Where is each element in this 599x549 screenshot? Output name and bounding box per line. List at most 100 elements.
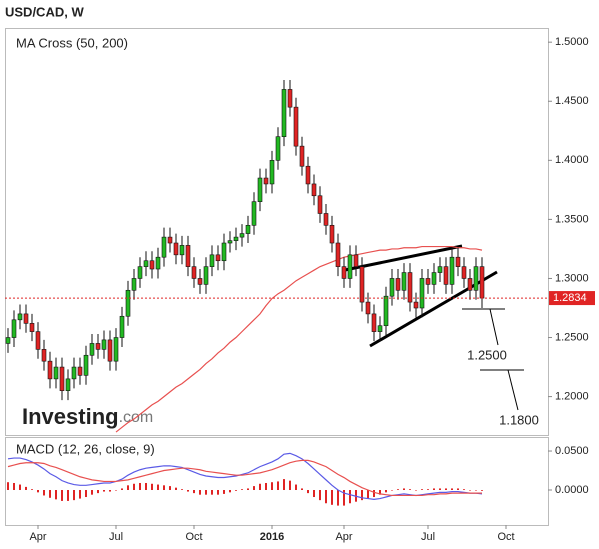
candle-body bbox=[131, 278, 137, 291]
plot bbox=[5, 79, 485, 433]
candle-body bbox=[215, 254, 221, 262]
candle-body bbox=[47, 360, 53, 380]
chart-title: USD/CAD, W bbox=[5, 4, 84, 19]
histogram-bar bbox=[175, 487, 177, 491]
last-price-box bbox=[549, 291, 595, 306]
histogram-bar bbox=[277, 481, 279, 491]
y-tick-label: 0.0500 bbox=[555, 445, 589, 457]
histogram-bar bbox=[439, 488, 441, 491]
histogram-bar bbox=[379, 490, 381, 495]
histogram-bar bbox=[37, 490, 39, 493]
histogram-bar bbox=[157, 484, 159, 491]
histogram-bar bbox=[121, 488, 123, 491]
candle-body bbox=[437, 266, 443, 273]
panel-title: MACD (12, 26, close, 9) bbox=[16, 441, 155, 456]
histogram-bar bbox=[67, 490, 69, 501]
histogram-bar bbox=[403, 488, 405, 491]
ma-line bbox=[115, 245, 483, 433]
histogram-bar bbox=[43, 490, 45, 496]
x-tick-label: Oct bbox=[185, 531, 202, 543]
candle-body bbox=[425, 278, 431, 285]
histogram-bar bbox=[19, 484, 21, 491]
histogram-bar bbox=[415, 490, 417, 491]
histogram-bar bbox=[313, 490, 315, 498]
series-line bbox=[7, 452, 483, 500]
histogram-bar bbox=[469, 490, 471, 491]
x-tick-label: Jul bbox=[109, 531, 123, 543]
histogram-bar bbox=[289, 480, 291, 491]
histogram-bar bbox=[433, 488, 435, 491]
histogram-bar bbox=[79, 490, 81, 499]
histogram-bar bbox=[391, 490, 393, 491]
candle-body bbox=[221, 242, 227, 262]
histogram-bar bbox=[337, 490, 339, 506]
y-tick-label: 1.4500 bbox=[555, 95, 589, 107]
histogram-bar bbox=[361, 490, 363, 501]
candle-body bbox=[305, 165, 311, 185]
histogram-bar bbox=[109, 490, 111, 492]
candle-body bbox=[335, 242, 341, 267]
x-tick-label: Apr bbox=[29, 531, 46, 543]
candle-body bbox=[167, 236, 173, 244]
histogram-bar bbox=[61, 490, 63, 501]
main-panel bbox=[5, 28, 549, 436]
histogram-bar bbox=[295, 484, 297, 491]
candle-body bbox=[329, 224, 335, 244]
candle-body bbox=[407, 272, 413, 303]
logo-main: Investing bbox=[22, 404, 119, 429]
histogram-bar bbox=[145, 482, 147, 491]
annotation: 1.2500 bbox=[467, 347, 507, 362]
y-tick-label: 1.5000 bbox=[555, 36, 589, 48]
histogram-bar bbox=[385, 490, 387, 493]
candle-body bbox=[293, 106, 299, 147]
candle-body bbox=[149, 260, 155, 270]
histogram-bar bbox=[169, 486, 171, 491]
candle-body bbox=[107, 339, 113, 362]
histogram-bar bbox=[13, 482, 15, 491]
candle-body bbox=[395, 278, 401, 291]
candle-body bbox=[125, 289, 131, 317]
candle-body bbox=[53, 366, 59, 380]
histogram-bar bbox=[181, 489, 183, 491]
histogram-bar bbox=[445, 488, 447, 491]
histogram-bar bbox=[7, 482, 9, 491]
y-tick-label: 1.2500 bbox=[555, 331, 589, 343]
histogram-bar bbox=[49, 490, 51, 498]
histogram-bar bbox=[367, 490, 369, 499]
candle-body bbox=[95, 343, 101, 350]
x-tick-label: Oct bbox=[497, 531, 514, 543]
histogram-bar bbox=[343, 490, 345, 506]
candle-body bbox=[5, 337, 11, 344]
candle-body bbox=[155, 256, 161, 270]
histogram-bar bbox=[409, 489, 411, 491]
candle-body bbox=[419, 278, 425, 309]
candle-body bbox=[377, 325, 383, 332]
candle-body bbox=[197, 278, 203, 285]
candle-body bbox=[359, 266, 365, 303]
panel-title: MA Cross (50, 200) bbox=[16, 35, 128, 50]
histogram-bar bbox=[187, 490, 189, 492]
candle-body bbox=[449, 256, 455, 285]
candle-body bbox=[257, 177, 263, 202]
candle-body bbox=[179, 245, 185, 256]
candle-body bbox=[383, 295, 389, 327]
candle-body bbox=[311, 183, 317, 197]
candle-body bbox=[101, 339, 107, 350]
candle-body bbox=[251, 201, 257, 226]
histogram-bar bbox=[211, 490, 213, 495]
x-tick-label: Jul bbox=[421, 531, 435, 543]
candle-body bbox=[89, 343, 95, 356]
candle-body bbox=[119, 315, 125, 338]
candle-body bbox=[455, 256, 461, 267]
candle-body bbox=[269, 160, 275, 185]
histogram-bar bbox=[301, 488, 303, 491]
histogram-bar bbox=[115, 490, 117, 491]
candle-body bbox=[317, 195, 323, 214]
histogram-bar bbox=[397, 489, 399, 491]
candle-body bbox=[299, 145, 305, 167]
histogram-bar bbox=[229, 490, 231, 493]
histogram-bar bbox=[133, 483, 135, 491]
histogram-bar bbox=[319, 490, 321, 501]
candle-body bbox=[203, 266, 209, 285]
trendline bbox=[344, 244, 463, 272]
